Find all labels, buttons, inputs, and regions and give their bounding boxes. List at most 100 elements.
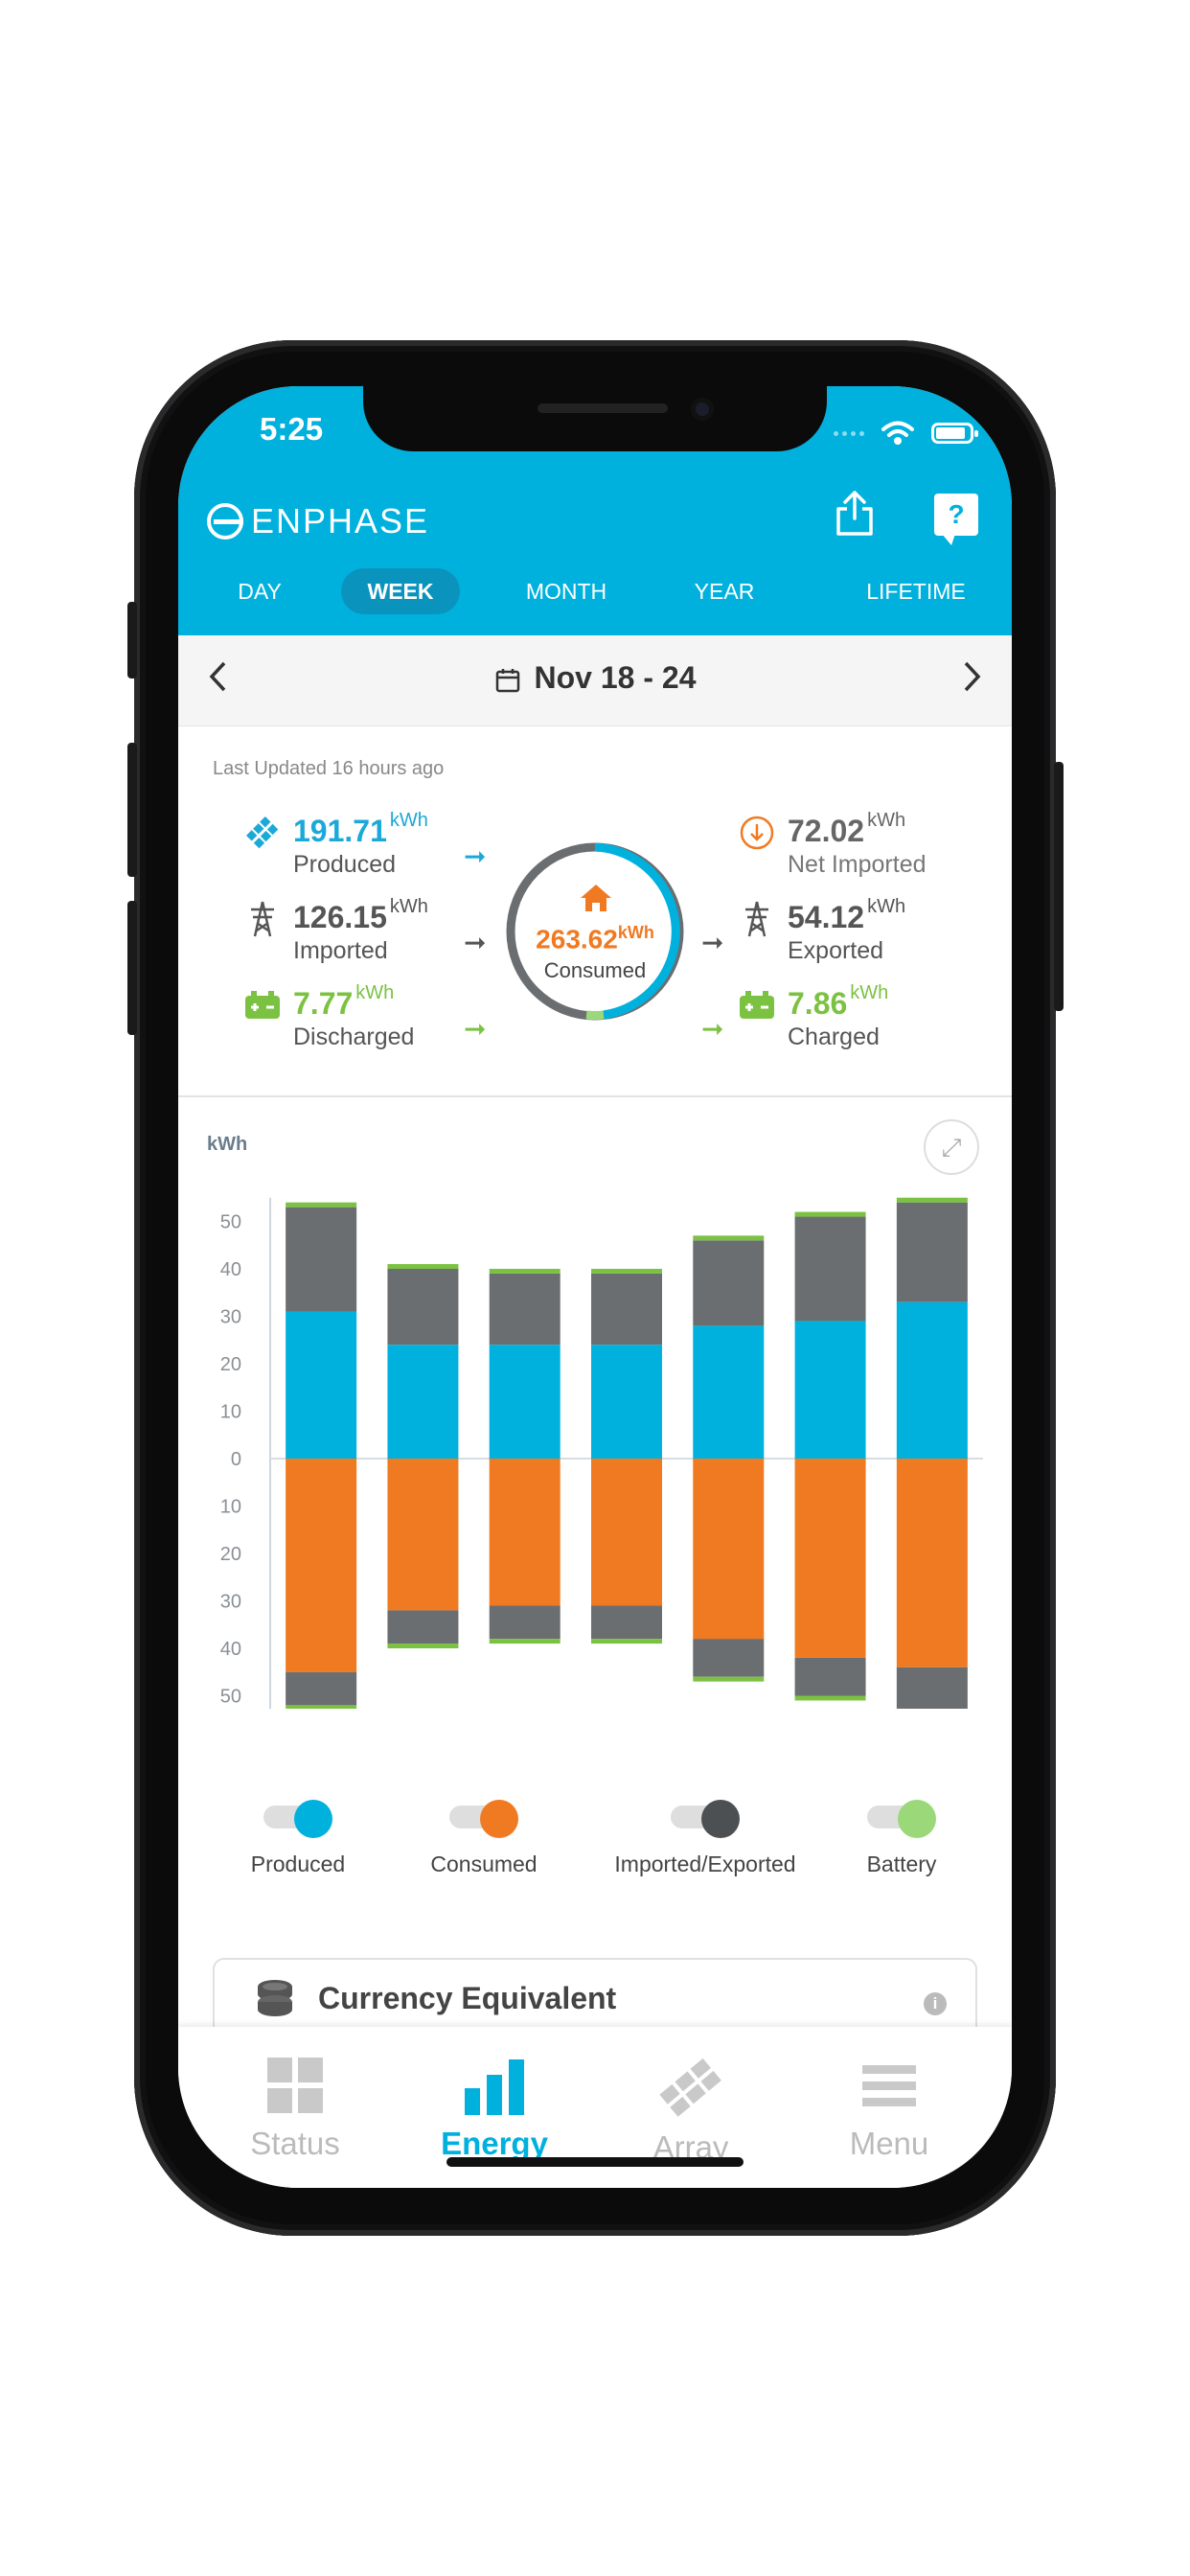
grid-icon — [267, 2058, 323, 2113]
battery-toggle[interactable] — [867, 1800, 936, 1838]
bar-segment — [896, 1667, 968, 1709]
bar-segment — [489, 1273, 561, 1346]
nav-status[interactable]: Status — [218, 2056, 372, 2162]
bar-chart-icon — [465, 2059, 524, 2115]
produced-toggle[interactable] — [263, 1800, 332, 1838]
legend-battery[interactable]: Battery — [839, 1800, 964, 1877]
bar-segment — [794, 1216, 866, 1322]
battery-discharge-icon — [245, 991, 280, 1019]
expand-chart-button[interactable]: ⤢ — [924, 1119, 979, 1175]
y-tick-label: 30 — [220, 1592, 241, 1613]
bar-segment — [387, 1644, 459, 1648]
previous-period-button[interactable] — [207, 660, 228, 700]
bar-segment — [896, 1202, 968, 1302]
bar-segment — [591, 1459, 662, 1606]
bar-segment — [286, 1671, 357, 1706]
volume-up-button — [127, 743, 137, 877]
date-range[interactable]: Nov 18 - 24 — [178, 660, 1012, 696]
status-icons — [834, 421, 978, 446]
share-icon[interactable] — [833, 490, 877, 538]
exported-label: Exported — [788, 937, 884, 964]
produced-label: Produced — [293, 851, 397, 878]
bar-segment — [896, 1459, 968, 1668]
metric-produced: 191.71 kWh Produced — [293, 810, 428, 879]
mute-switch — [127, 602, 137, 678]
tab-lifetime[interactable]: LIFETIME — [866, 579, 966, 604]
tab-week[interactable]: WEEK — [341, 568, 460, 614]
tab-day[interactable]: DAY — [238, 579, 282, 604]
bar-segment — [693, 1235, 765, 1241]
consumption-ring — [506, 842, 684, 1021]
bar-segment — [489, 1639, 561, 1644]
bar-segment — [693, 1325, 765, 1459]
date-range-label: Nov 18 - 24 — [534, 660, 697, 695]
bar-segment — [286, 1202, 357, 1208]
metric-charged: 7.86 kWh Charged — [788, 982, 888, 1051]
y-tick-label: 50 — [220, 1212, 241, 1233]
y-tick-label: 20 — [220, 1354, 241, 1375]
consumed-toggle[interactable] — [449, 1800, 518, 1838]
consumed-label: Consumed — [543, 958, 647, 983]
nav-menu[interactable]: Menu — [812, 2056, 966, 2162]
legend-produced[interactable]: Produced — [236, 1800, 360, 1877]
legend-consumed[interactable]: Consumed — [412, 1800, 556, 1877]
home-indicator — [446, 2157, 744, 2167]
y-tick-label: 20 — [220, 1544, 241, 1565]
signal-icon — [834, 430, 864, 436]
solar-panel-icon — [246, 816, 279, 849]
wifi-icon — [881, 421, 914, 445]
metric-exported: 54.12 kWh Exported — [788, 896, 905, 965]
bar-segment — [591, 1639, 662, 1644]
currency-equivalent-card[interactable]: Currency Equivalent i — [213, 1958, 977, 2073]
bar-segment — [286, 1705, 357, 1709]
net-import-arrow-icon: ➞ — [701, 928, 724, 957]
y-tick-label: 40 — [220, 1259, 241, 1280]
tab-month[interactable]: MONTH — [525, 579, 607, 604]
legend-swatch — [294, 1800, 332, 1838]
nav-status-label: Status — [250, 2126, 340, 2161]
bar-segment — [794, 1657, 866, 1696]
coins-icon — [258, 1980, 292, 2016]
speaker — [538, 403, 668, 413]
bar-segment — [794, 1695, 866, 1701]
legend-imported-exported[interactable]: Imported/Exported — [600, 1800, 811, 1877]
bar-segment — [286, 1207, 357, 1312]
legend-consumed-label: Consumed — [430, 1852, 538, 1876]
bar-segment — [693, 1639, 765, 1677]
bar-segment — [489, 1605, 561, 1640]
last-updated: Last Updated 16 hours ago — [213, 758, 445, 779]
bar-segment — [489, 1459, 561, 1606]
net-imported-value: 72.02 — [788, 814, 865, 848]
nav-array[interactable]: Array — [614, 2056, 767, 2166]
tab-year[interactable]: YEAR — [694, 579, 755, 604]
y-tick-label: 30 — [220, 1307, 241, 1328]
charged-value: 7.86 — [788, 986, 848, 1021]
chevron-left-icon — [209, 661, 226, 692]
help-button[interactable]: ? — [934, 494, 978, 545]
legend-swatch — [480, 1800, 518, 1838]
bar-segment — [387, 1264, 459, 1269]
produced-unit: kWh — [389, 810, 428, 831]
metric-imported: 126.15 kWh Imported — [293, 896, 428, 965]
calendar-icon — [495, 668, 519, 692]
y-tick-label: 50 — [220, 1687, 241, 1708]
bar-segment — [387, 1345, 459, 1459]
brand-name: ENPHASE — [251, 501, 430, 540]
currency-title: Currency Equivalent — [318, 1981, 617, 2015]
bar-segment — [286, 1311, 357, 1459]
bar-segment — [693, 1240, 765, 1326]
imported-exported-toggle[interactable] — [671, 1800, 740, 1838]
consumed-unit: kWh — [617, 923, 654, 942]
y-tick-label: 10 — [220, 1497, 241, 1518]
nav-energy-label: Energy — [441, 2126, 548, 2161]
nav-energy[interactable]: Energy — [418, 2056, 571, 2162]
brand-logo: ENPHASE — [207, 501, 429, 541]
metric-discharged: 7.77 kWh Discharged — [293, 982, 414, 1051]
notch — [363, 386, 827, 451]
next-period-button[interactable] — [962, 660, 983, 700]
bar-segment — [591, 1269, 662, 1274]
energy-bar-chart: 504030201001020304050Nov 18192021222324 — [220, 1197, 983, 1709]
info-icon[interactable]: i — [924, 1992, 947, 2015]
battery-charge-icon — [740, 991, 774, 1019]
exported-unit: kWh — [867, 896, 906, 917]
